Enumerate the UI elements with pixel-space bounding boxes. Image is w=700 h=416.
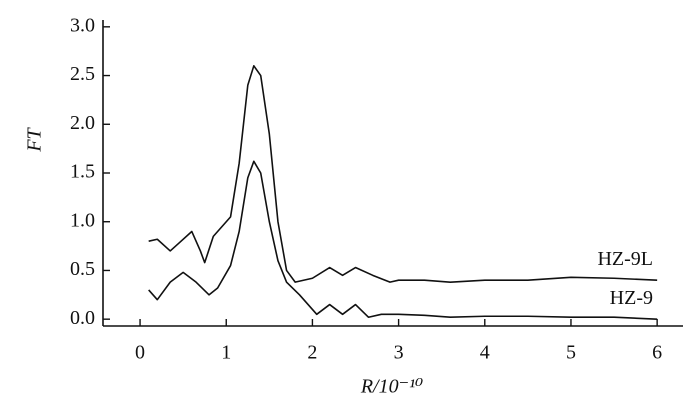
x-axis-label: R/10⁻¹⁰ [360,376,423,398]
y-tick-label: 1.5 [70,161,95,183]
y-tick-label: 0.0 [70,307,95,329]
x-tick-label: 5 [566,342,576,364]
series-label: HZ-9L [597,248,653,270]
x-tick-label: 6 [652,342,662,364]
y-axis-label: FT [24,126,46,152]
x-tick-label: 1 [221,342,231,364]
x-tick-label: 4 [480,342,490,364]
x-tick-label: 0 [135,342,145,364]
y-tick-label: 0.5 [70,258,95,280]
x-tick-label: 2 [307,342,317,364]
x-tick-label: 3 [394,342,404,364]
series-line [148,160,658,320]
y-tick-label: 2.0 [70,112,95,134]
y-tick-label: 2.5 [70,63,95,85]
series-label: HZ-9 [610,287,653,309]
y-tick-label: 1.0 [70,209,95,231]
y-tick-label: 3.0 [70,14,95,36]
series-line [148,65,658,283]
